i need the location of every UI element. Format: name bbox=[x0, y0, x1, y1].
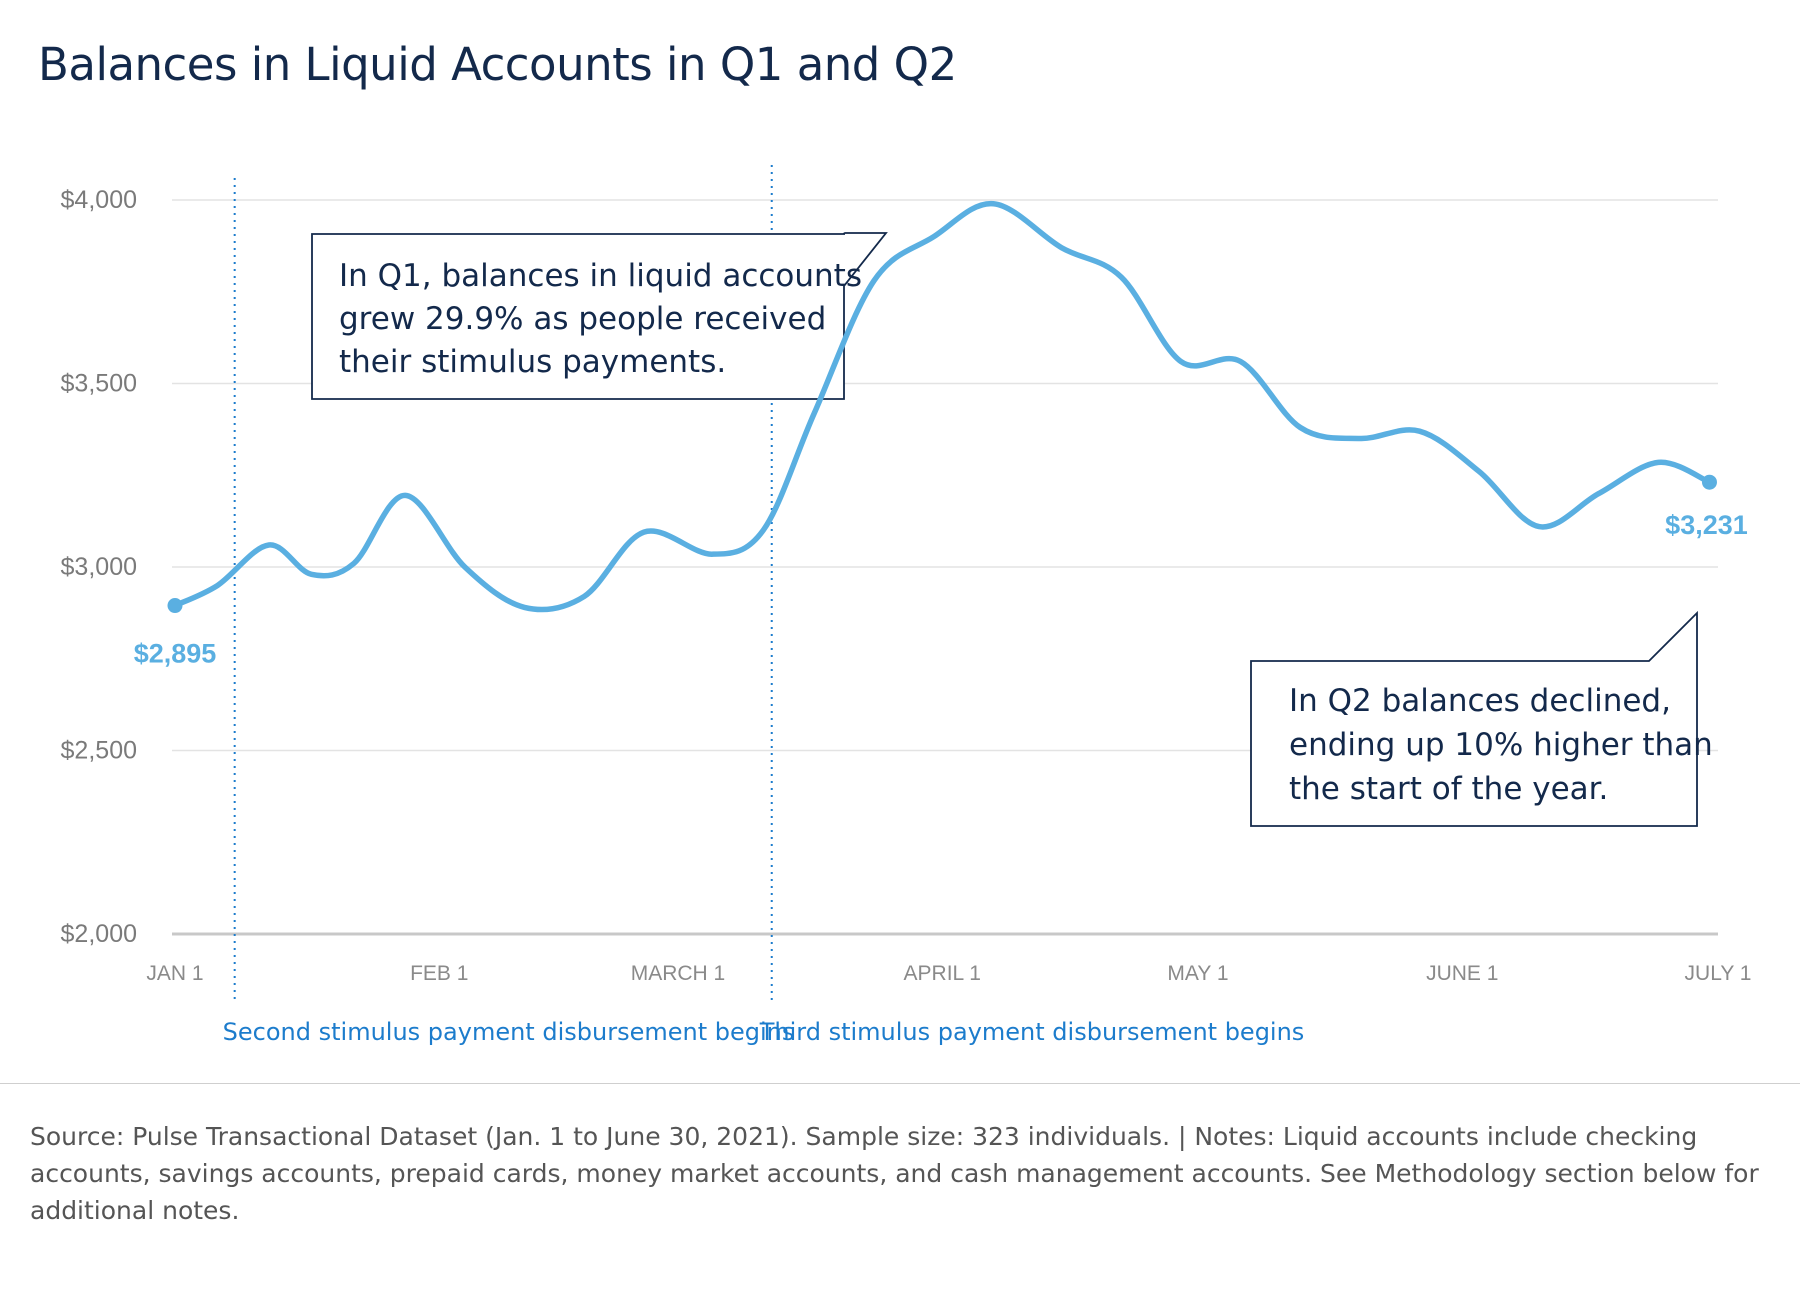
y-tick-label: $3,000 bbox=[61, 553, 137, 581]
callout-q1-line-3: their stimulus payments. bbox=[339, 344, 726, 380]
axis-ticks: $4,000 $3,500 $3,000 $2,500 $2,000 JAN 1 FEB 1… bbox=[61, 186, 1752, 985]
x-tick-label: MARCH 1 bbox=[631, 962, 726, 985]
y-tick-label: $2,500 bbox=[61, 737, 137, 765]
end-value-label: $3,231 bbox=[1665, 510, 1748, 540]
callout-q2-line-1: In Q2 balances declined, bbox=[1289, 683, 1671, 719]
chart-title: Balances in Liquid Accounts in Q1 and Q2 bbox=[38, 38, 957, 91]
series-line bbox=[172, 200, 1713, 613]
callout-q2-line-3: the start of the year. bbox=[1289, 771, 1608, 807]
event-label: Second stimulus payment disbursement beg… bbox=[223, 1018, 795, 1046]
callout-box-q2 bbox=[1250, 610, 1698, 827]
y-tick-label: $4,000 bbox=[61, 186, 137, 214]
event-label: Third stimulus payment disbursement begi… bbox=[759, 1018, 1305, 1046]
callout-q2-line-2: ending up 10% higher than bbox=[1289, 727, 1713, 763]
callouts: In Q1, balances in liquid accounts grew … bbox=[311, 232, 1713, 827]
callout-q1-line-2: grew 29.9% as people received bbox=[339, 301, 826, 337]
callout-box-q1 bbox=[311, 232, 888, 400]
end-point bbox=[1701, 474, 1717, 490]
x-tick-label: JULY 1 bbox=[1685, 962, 1752, 985]
x-tick-label: JUNE 1 bbox=[1426, 962, 1498, 985]
x-tick-label: APRIL 1 bbox=[904, 962, 981, 985]
start-point bbox=[167, 598, 183, 614]
x-tick-label: JAN 1 bbox=[146, 962, 203, 985]
x-tick-label: FEB 1 bbox=[410, 962, 468, 985]
x-tick-label: MAY 1 bbox=[1167, 962, 1228, 985]
start-value-label: $2,895 bbox=[134, 639, 217, 669]
event-markers: Second stimulus payment disbursement beg… bbox=[223, 165, 1305, 1046]
y-tick-label: $3,500 bbox=[61, 370, 137, 398]
footer-divider bbox=[0, 1083, 1800, 1084]
callout-q1-line-1: In Q1, balances in liquid accounts bbox=[339, 258, 862, 294]
series bbox=[167, 200, 1717, 614]
y-tick-label: $2,000 bbox=[61, 920, 137, 948]
source-note: Source: Pulse Transactional Dataset (Jan… bbox=[30, 1122, 1759, 1225]
